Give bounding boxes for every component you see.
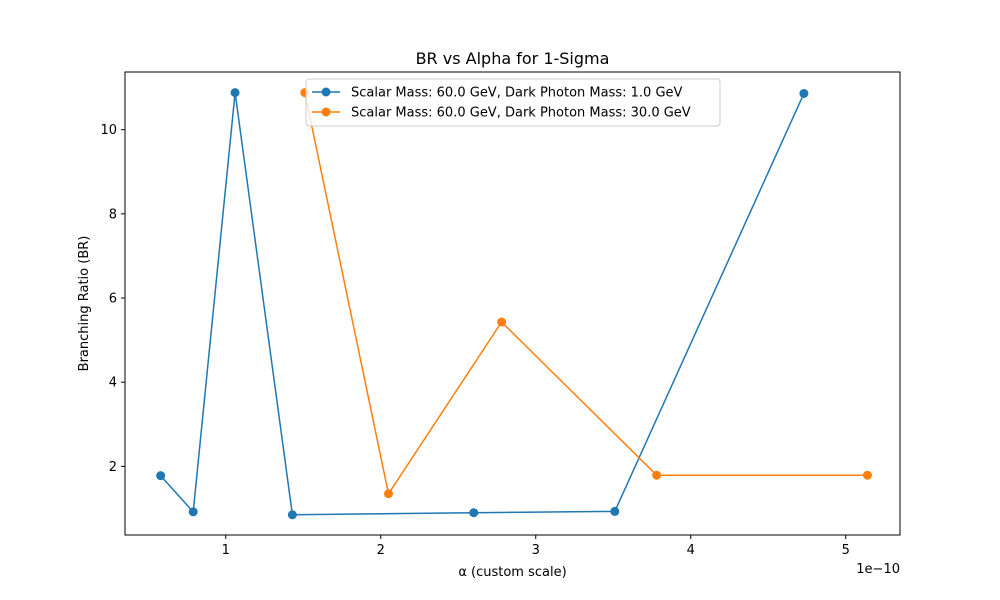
legend-item: Scalar Mass: 60.0 GeV, Dark Photon Mass:… bbox=[312, 106, 691, 121]
y-tick-label: 4 bbox=[109, 376, 117, 391]
legend-marker bbox=[321, 107, 331, 117]
legend-item: Scalar Mass: 60.0 GeV, Dark Photon Mass:… bbox=[312, 86, 683, 101]
data-point bbox=[652, 470, 662, 480]
data-point bbox=[497, 317, 507, 327]
series-line bbox=[160, 91, 805, 516]
x-axis-label: α (custom scale) bbox=[458, 565, 566, 580]
legend-label: Scalar Mass: 60.0 GeV, Dark Photon Mass:… bbox=[351, 86, 683, 101]
y-axis: 2 4 6 8 10 bbox=[100, 123, 125, 475]
data-point bbox=[469, 508, 479, 518]
data-point bbox=[799, 88, 809, 98]
data-point bbox=[188, 507, 198, 517]
axes-frame bbox=[124, 71, 901, 536]
legend: Scalar Mass: 60.0 GeV, Dark Photon Mass:… bbox=[305, 78, 721, 127]
x-offset-label: 1e−10 bbox=[856, 562, 900, 577]
legend-label: Scalar Mass: 60.0 GeV, Dark Photon Mass:… bbox=[351, 106, 691, 121]
x-tick-label: 1 bbox=[222, 543, 230, 558]
legend-box bbox=[305, 78, 721, 127]
x-tick-label: 3 bbox=[532, 543, 540, 558]
data-point bbox=[156, 471, 166, 481]
series-line bbox=[304, 92, 868, 495]
legend-marker bbox=[321, 87, 331, 97]
data-point bbox=[862, 470, 872, 480]
series-1 bbox=[156, 88, 809, 520]
y-tick-label: 2 bbox=[109, 460, 117, 475]
series-2 bbox=[300, 88, 872, 499]
x-tick-label: 4 bbox=[687, 543, 695, 558]
y-tick-label: 10 bbox=[100, 123, 117, 138]
data-point bbox=[287, 510, 297, 520]
x-axis: 1 2 3 4 5 bbox=[222, 535, 850, 558]
y-tick-label: 6 bbox=[109, 292, 117, 307]
x-tick-label: 2 bbox=[377, 543, 385, 558]
data-point bbox=[610, 506, 620, 516]
plot-area bbox=[156, 88, 872, 520]
x-tick-label: 5 bbox=[842, 543, 850, 558]
y-axis-label: Branching Ratio (BR) bbox=[77, 236, 92, 372]
data-point bbox=[384, 489, 393, 499]
y-tick-label: 8 bbox=[109, 207, 117, 222]
data-point bbox=[230, 88, 240, 98]
chart-title: BR vs Alpha for 1-Sigma bbox=[416, 49, 610, 68]
